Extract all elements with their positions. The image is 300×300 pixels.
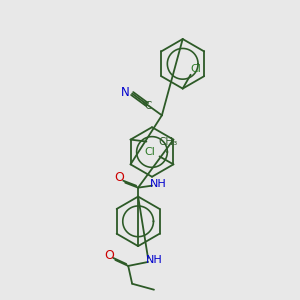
Text: O: O [104, 248, 114, 262]
Text: NH: NH [146, 255, 162, 265]
Text: CH₃: CH₃ [158, 136, 178, 147]
Text: C: C [144, 101, 152, 111]
Text: N: N [121, 86, 130, 99]
Text: NH: NH [150, 179, 166, 189]
Text: Cl: Cl [190, 64, 201, 74]
Text: O: O [114, 171, 124, 184]
Text: Cl: Cl [144, 148, 155, 158]
